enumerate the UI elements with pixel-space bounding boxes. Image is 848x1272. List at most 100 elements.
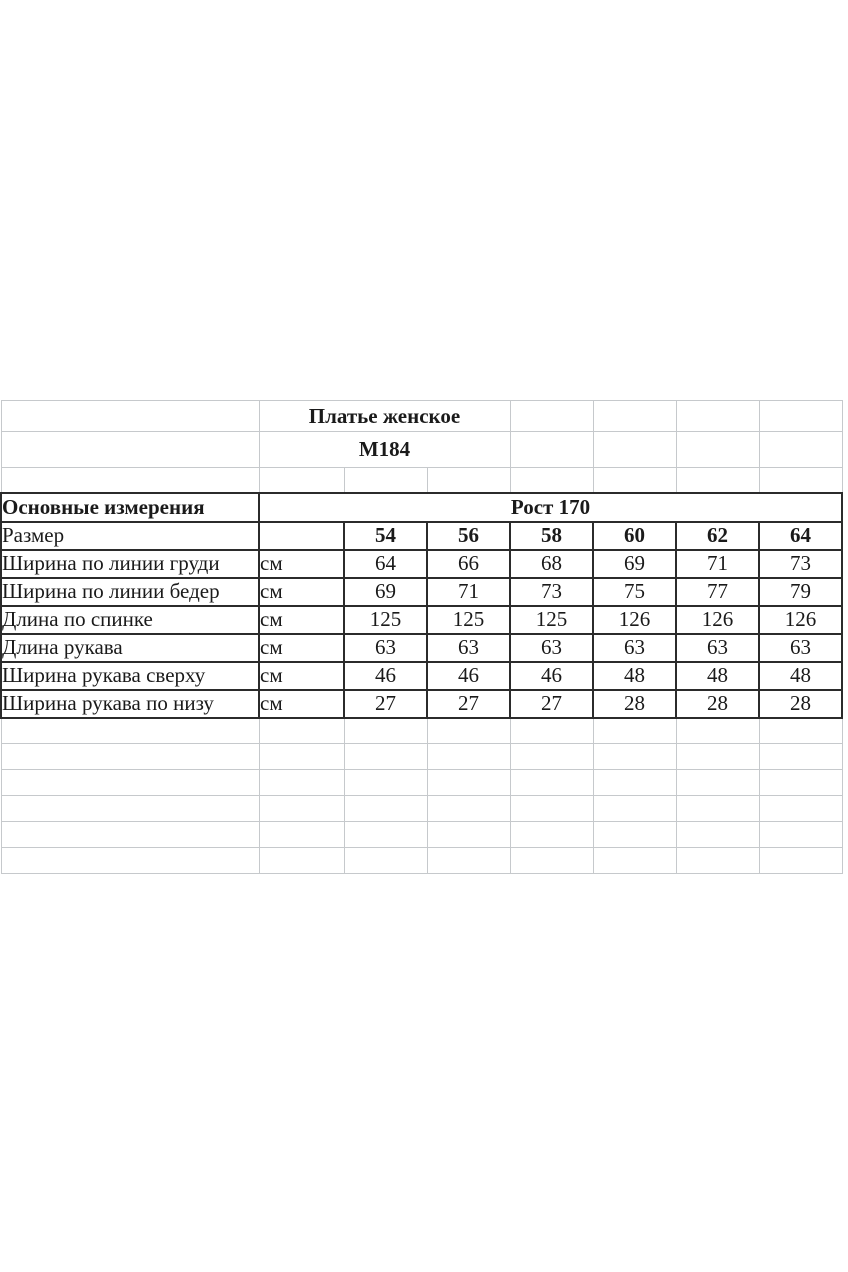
value-cell: 71 bbox=[425, 576, 512, 607]
grid-cell bbox=[592, 847, 677, 874]
grid-cell bbox=[343, 769, 428, 796]
size-row-label: Размер bbox=[0, 520, 260, 551]
grid-cell bbox=[509, 431, 594, 468]
value-cell: 125 bbox=[509, 604, 595, 635]
grid-cell bbox=[592, 769, 677, 796]
grid-cell bbox=[509, 717, 594, 744]
value-cell: 48 bbox=[592, 660, 678, 691]
row-label: Ширина рукава по низу bbox=[0, 688, 260, 719]
value-cell: 46 bbox=[343, 660, 428, 691]
row-label: Ширина по линии бедер bbox=[0, 576, 260, 607]
value-cell: 28 bbox=[592, 688, 678, 719]
grid-cell bbox=[0, 743, 260, 770]
grid-cell bbox=[758, 400, 843, 432]
value-cell: 27 bbox=[509, 688, 595, 719]
grid-cell bbox=[0, 769, 260, 796]
value-cell: 46 bbox=[509, 660, 595, 691]
size-value: 64 bbox=[758, 520, 844, 551]
grid-cell bbox=[592, 743, 677, 770]
grid-cell bbox=[343, 795, 428, 822]
grid-cell bbox=[675, 769, 760, 796]
grid-cell bbox=[758, 821, 843, 848]
grid-cell bbox=[258, 717, 345, 744]
value-cell: 63 bbox=[758, 632, 844, 663]
value-cell: 63 bbox=[343, 632, 428, 663]
grid-cell bbox=[592, 717, 677, 744]
grid-cell bbox=[0, 431, 260, 468]
model-number: М184 bbox=[258, 431, 511, 468]
value-cell: 27 bbox=[343, 688, 428, 719]
size-value: 56 bbox=[425, 520, 512, 551]
size-value: 62 bbox=[675, 520, 761, 551]
value-cell: 64 bbox=[343, 548, 428, 579]
table-row-sleeve-width-top: Ширина рукава сверху см 46 46 46 48 48 4… bbox=[0, 660, 844, 691]
grid-cell bbox=[592, 467, 677, 493]
grid-cell bbox=[343, 467, 428, 493]
value-cell: 73 bbox=[758, 548, 844, 579]
value-cell: 69 bbox=[592, 548, 678, 579]
grid-cell bbox=[426, 821, 511, 848]
grid-cell bbox=[675, 821, 760, 848]
grid-cell bbox=[0, 400, 260, 432]
grid-cell bbox=[0, 795, 260, 822]
value-cell: 63 bbox=[425, 632, 512, 663]
grid-cell bbox=[675, 795, 760, 822]
product-title-row: Платье женское bbox=[0, 400, 843, 432]
row-unit: см bbox=[258, 548, 345, 579]
spacer-row bbox=[0, 467, 843, 493]
value-cell: 28 bbox=[758, 688, 844, 719]
empty-grid-row bbox=[0, 821, 843, 848]
grid-cell bbox=[758, 717, 843, 744]
grid-cell bbox=[675, 743, 760, 770]
grid-cell bbox=[758, 795, 843, 822]
grid-cell bbox=[509, 400, 594, 432]
grid-cell bbox=[509, 847, 594, 874]
row-label: Ширина по линии груди bbox=[0, 548, 260, 579]
grid-cell bbox=[592, 400, 677, 432]
row-unit: см bbox=[258, 576, 345, 607]
grid-cell bbox=[258, 847, 345, 874]
table-row-chest-width: Ширина по линии груди см 64 66 68 69 71 … bbox=[0, 548, 844, 579]
value-cell: 68 bbox=[509, 548, 595, 579]
grid-cell bbox=[509, 743, 594, 770]
row-unit: см bbox=[258, 660, 345, 691]
value-cell: 126 bbox=[675, 604, 761, 635]
value-cell: 126 bbox=[758, 604, 844, 635]
grid-cell bbox=[258, 520, 345, 551]
size-value: 60 bbox=[592, 520, 678, 551]
grid-cell bbox=[758, 743, 843, 770]
grid-cell bbox=[758, 467, 843, 493]
product-title: Платье женское bbox=[258, 400, 511, 432]
grid-cell bbox=[343, 717, 428, 744]
grid-cell bbox=[426, 467, 511, 493]
grid-cell bbox=[0, 467, 260, 493]
value-cell: 125 bbox=[425, 604, 512, 635]
empty-grid-row bbox=[0, 743, 843, 770]
value-cell: 63 bbox=[509, 632, 595, 663]
value-cell: 126 bbox=[592, 604, 678, 635]
grid-cell bbox=[509, 467, 594, 493]
grid-cell bbox=[675, 717, 760, 744]
grid-cell bbox=[426, 795, 511, 822]
value-cell: 48 bbox=[675, 660, 761, 691]
grid-cell bbox=[675, 467, 760, 493]
grid-cell bbox=[0, 847, 260, 874]
grid-cell bbox=[592, 431, 677, 468]
model-row: М184 bbox=[0, 431, 843, 468]
grid-cell bbox=[509, 795, 594, 822]
grid-cell bbox=[758, 769, 843, 796]
grid-cell bbox=[426, 769, 511, 796]
table-row-back-length: Длина по спинке см 125 125 125 126 126 1… bbox=[0, 604, 844, 635]
grid-cell bbox=[343, 821, 428, 848]
table-row-sleeve-width-bottom: Ширина рукава по низу см 27 27 27 28 28 … bbox=[0, 688, 844, 719]
grid-cell bbox=[426, 743, 511, 770]
grid-cell bbox=[0, 717, 260, 744]
value-cell: 48 bbox=[758, 660, 844, 691]
empty-grid-row bbox=[0, 795, 843, 822]
row-unit: см bbox=[258, 604, 345, 635]
header-height-label: Рост 170 bbox=[257, 491, 844, 523]
table-row-hip-width: Ширина по линии бедер см 69 71 73 75 77 … bbox=[0, 576, 844, 607]
row-label: Длина по спинке bbox=[0, 604, 260, 635]
grid-cell bbox=[426, 847, 511, 874]
